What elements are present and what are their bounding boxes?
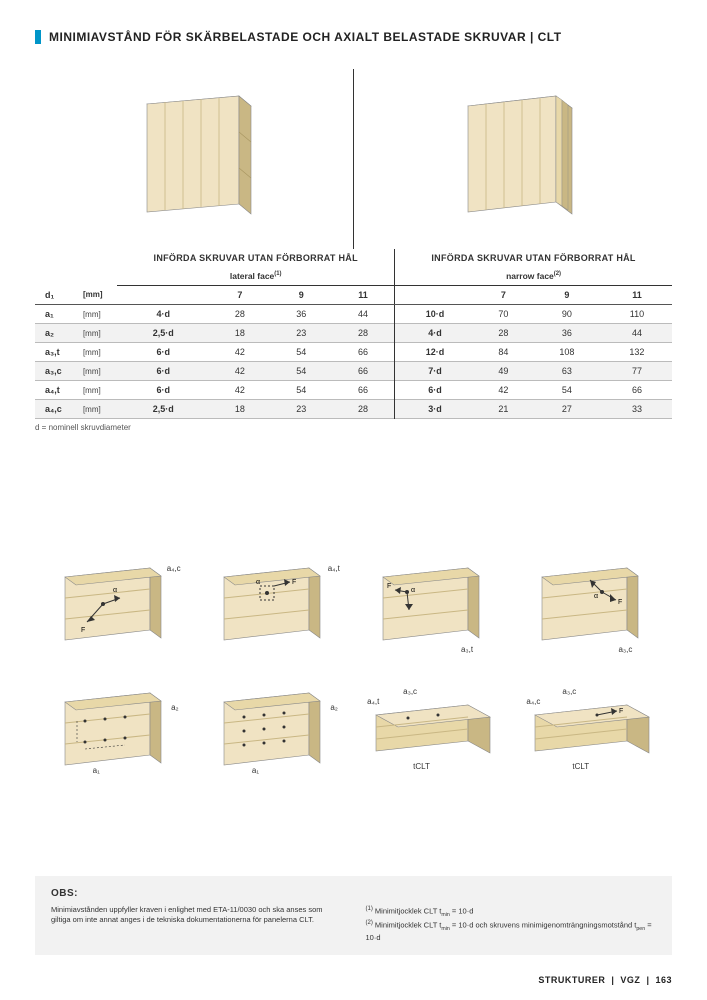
table-row: a₂[mm]2,5·d1823284·d283644 (35, 324, 672, 343)
diag-a4t: Fα a₄,t (204, 562, 344, 652)
page-footer: STRUKTURER | VGZ | 163 (538, 975, 672, 985)
d-col-label: d₁ (35, 286, 77, 305)
table-row: a₁[mm]4·d28364410·d7090110 (35, 305, 672, 324)
table-section1-head: INFÖRDA SKRUVAR UTAN FÖRBORRAT HÅL (117, 249, 394, 267)
diag-a2-a1-2: a₂ a₁ (204, 687, 344, 777)
table-row: a₃,t[mm]6·d42546612·d84108132 (35, 343, 672, 362)
svg-text:α: α (113, 587, 117, 594)
svg-text:α: α (256, 579, 260, 586)
col-7b: 7 (475, 286, 532, 305)
svg-text:F: F (618, 599, 622, 606)
svg-text:F: F (387, 583, 391, 590)
svg-text:F: F (619, 708, 623, 715)
col-7a: 7 (209, 286, 270, 305)
svg-text:F: F (81, 627, 85, 634)
diagram-row-1: Fα a₄,c Fα a₄,t (35, 562, 672, 652)
diagram-row-2: a₂ a₁ a₂ a₁ (35, 687, 672, 777)
page-title-bar: MINIMIAVSTÅND FÖR SKÄRBELASTADE OCH AXIA… (35, 30, 672, 44)
svg-text:F: F (292, 579, 296, 586)
diag-narrow-2: F a₃,c a₄,c tCLT (522, 687, 662, 777)
svg-text:α: α (411, 587, 415, 594)
table-row: a₄,c[mm]2,5·d1823283·d212733 (35, 400, 672, 419)
svg-text:α: α (594, 593, 598, 600)
diag-a3t: Fα a₃,t (363, 562, 503, 652)
table-sub2: narrow face(2) (395, 267, 672, 286)
obs-right-text: (1) Minimitjocklek CLT tmin = 10·d (2) M… (366, 905, 657, 943)
diag-a4c: Fα a₄,c (45, 562, 185, 652)
table-sub1: lateral face(1) (117, 267, 394, 286)
spacing-diagrams-grid: Fα a₄,c Fα a₄,t (35, 562, 672, 777)
table-section2-head: INFÖRDA SKRUVAR UTAN FÖRBORRAT HÅL (395, 249, 672, 267)
obs-title: OBS: (51, 888, 656, 899)
diag-a3c: Fα a₃,c (522, 562, 662, 652)
diagram-narrow-face (354, 69, 672, 249)
diagram-lateral-face (35, 69, 353, 249)
top-diagrams (35, 69, 672, 249)
table-row: a₄,t[mm]6·d4254666·d425466 (35, 381, 672, 400)
clt-panel-narrow-svg (438, 84, 588, 234)
clt-panel-lateral-svg (119, 84, 269, 234)
footer-section: STRUKTURER (538, 975, 605, 985)
diag-a2-a1-1: a₂ a₁ (45, 687, 185, 777)
col-11b: 11 (602, 286, 672, 305)
table-row: a₃,c[mm]6·d4254667·d496377 (35, 362, 672, 381)
obs-left-text: Minimiavstånden uppfyller kraven i enlig… (51, 905, 342, 943)
col-9b: 9 (532, 286, 602, 305)
col-9a: 9 (271, 286, 332, 305)
col-11a: 11 (332, 286, 395, 305)
footer-page-number: 163 (655, 975, 672, 985)
page-title: MINIMIAVSTÅND FÖR SKÄRBELASTADE OCH AXIA… (49, 30, 562, 44)
table-footnote: d = nominell skruvdiameter (35, 423, 672, 432)
d-col-unit: [mm] (77, 286, 117, 305)
footer-product: VGZ (620, 975, 640, 985)
title-accent-mark (35, 30, 41, 44)
diag-narrow-1: a₃,c a₄,t tCLT (363, 687, 503, 777)
spacing-table: INFÖRDA SKRUVAR UTAN FÖRBORRAT HÅL INFÖR… (35, 249, 672, 419)
obs-note-box: OBS: Minimiavstånden uppfyller kraven i … (35, 876, 672, 955)
